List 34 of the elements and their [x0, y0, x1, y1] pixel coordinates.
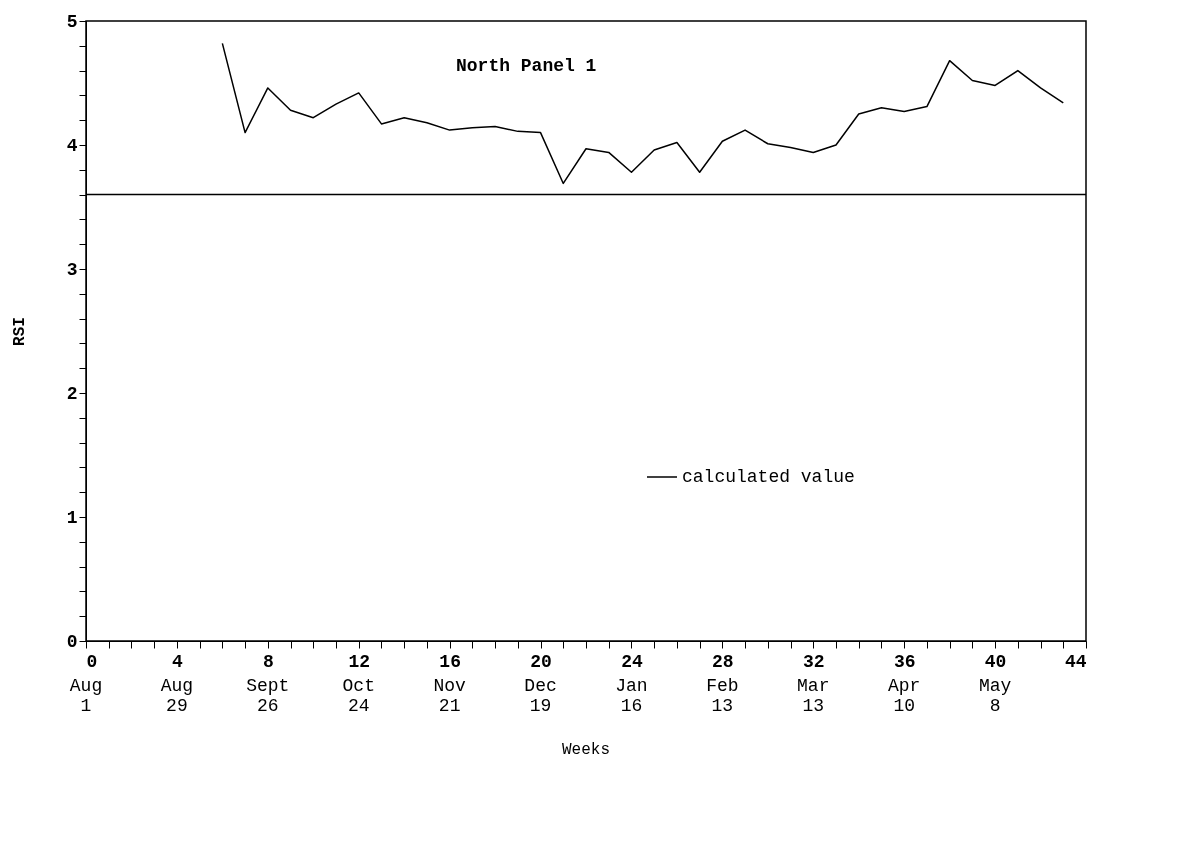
legend-label: calculated value — [682, 467, 855, 487]
x-tick-label: 44 — [1064, 651, 1087, 672]
text: Nov 21 — [433, 676, 467, 716]
text: Sept 26 — [246, 676, 290, 716]
x-tick-label: 0 — [86, 651, 98, 672]
text: Jan 16 — [615, 676, 648, 716]
x-tick-label: 32 — [802, 651, 825, 672]
x-axis-title: Weeks — [561, 741, 611, 759]
text: Apr 10 — [887, 676, 921, 716]
y-tick-label: 1 — [66, 507, 78, 528]
text: Mar 13 — [797, 676, 830, 716]
x-tick-label: 40 — [984, 651, 1007, 672]
text: North Panel 1 — [456, 56, 597, 76]
y-axis-title: RSI — [10, 317, 29, 346]
y-tick-label: 5 — [66, 11, 78, 32]
y-tick-label: 3 — [66, 259, 78, 280]
x-tick-label: 36 — [893, 651, 916, 672]
x-tick-label: 12 — [348, 651, 371, 672]
x-tick-label: 28 — [712, 651, 734, 672]
text: Aug 1 — [69, 676, 103, 716]
text: May 8 — [978, 676, 1012, 716]
x-tick-label: 20 — [530, 651, 552, 672]
x-tick-label: 24 — [621, 651, 643, 672]
text: Oct 24 — [342, 676, 375, 716]
x-tick-label: 8 — [262, 651, 274, 672]
text: Feb 13 — [706, 676, 739, 716]
y-tick-label: 2 — [66, 383, 78, 404]
x-tick-label: 4 — [172, 651, 183, 672]
x-tick-label: 16 — [439, 651, 461, 672]
line-series — [221, 42, 1065, 185]
y-tick-label: 0 — [66, 631, 78, 652]
y-tick-label: 4 — [66, 135, 78, 156]
text: Aug 29 — [160, 676, 194, 716]
text: Dec 19 — [524, 676, 557, 716]
